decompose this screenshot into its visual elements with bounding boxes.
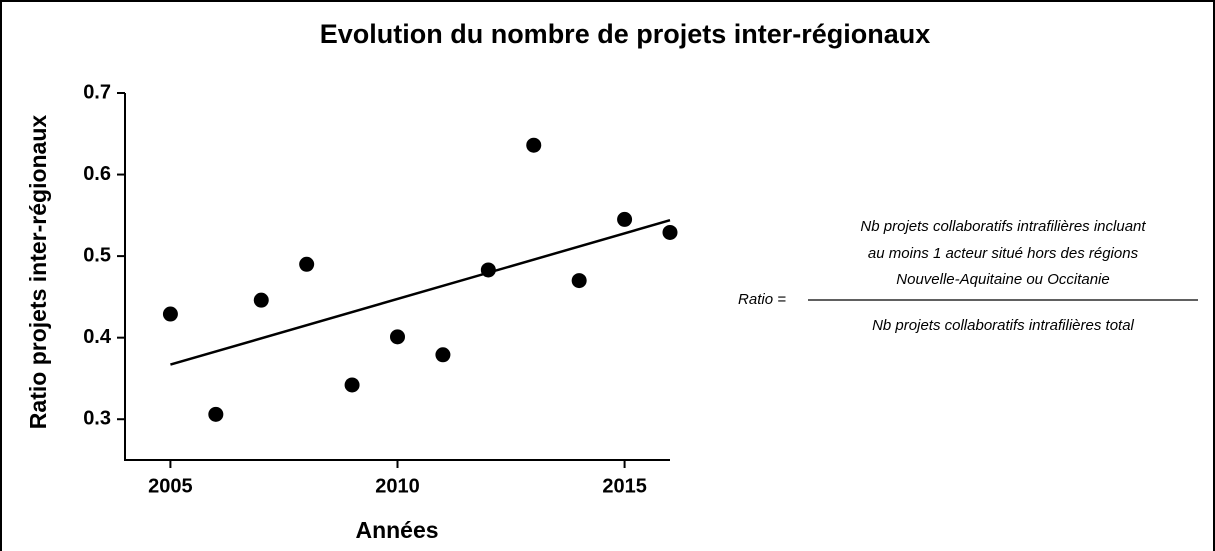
y-tick-label: 0.5 [83, 244, 111, 266]
point [162, 306, 178, 322]
ratio-prefix: Ratio = [738, 291, 786, 308]
point [390, 329, 405, 345]
point [571, 273, 587, 289]
point [526, 137, 542, 153]
point [617, 211, 633, 227]
x-tick-label: 2005 [148, 475, 193, 497]
y-tick-label: 0.4 [83, 326, 112, 348]
point [480, 262, 496, 278]
numerator-line: au moins 1 acteur situé hors des régions [868, 245, 1139, 262]
numerator-line: Nouvelle-Aquitaine ou Occitanie [896, 271, 1109, 288]
point [662, 224, 678, 240]
y-tick-label: 0.7 [83, 81, 111, 103]
point [435, 347, 451, 363]
point [344, 377, 360, 393]
point [253, 292, 269, 308]
numerator-line: Nb projets collaboratifs intrafilières i… [860, 218, 1146, 235]
y-tick-label: 0.3 [83, 408, 111, 430]
point [208, 406, 224, 422]
x-tick-label: 2015 [602, 475, 647, 497]
denominator: Nb projets collaboratifs intrafilières t… [872, 317, 1134, 334]
y-axis-label: Ratio projets inter-régionaux [25, 115, 51, 430]
chart-title: Evolution du nombre de projets inter-rég… [320, 19, 931, 49]
y-tick-label: 0.6 [83, 163, 111, 185]
x-tick-label: 2010 [375, 475, 420, 497]
x-axis-label: Années [355, 517, 438, 543]
point [299, 256, 315, 272]
trend-line [170, 219, 671, 366]
